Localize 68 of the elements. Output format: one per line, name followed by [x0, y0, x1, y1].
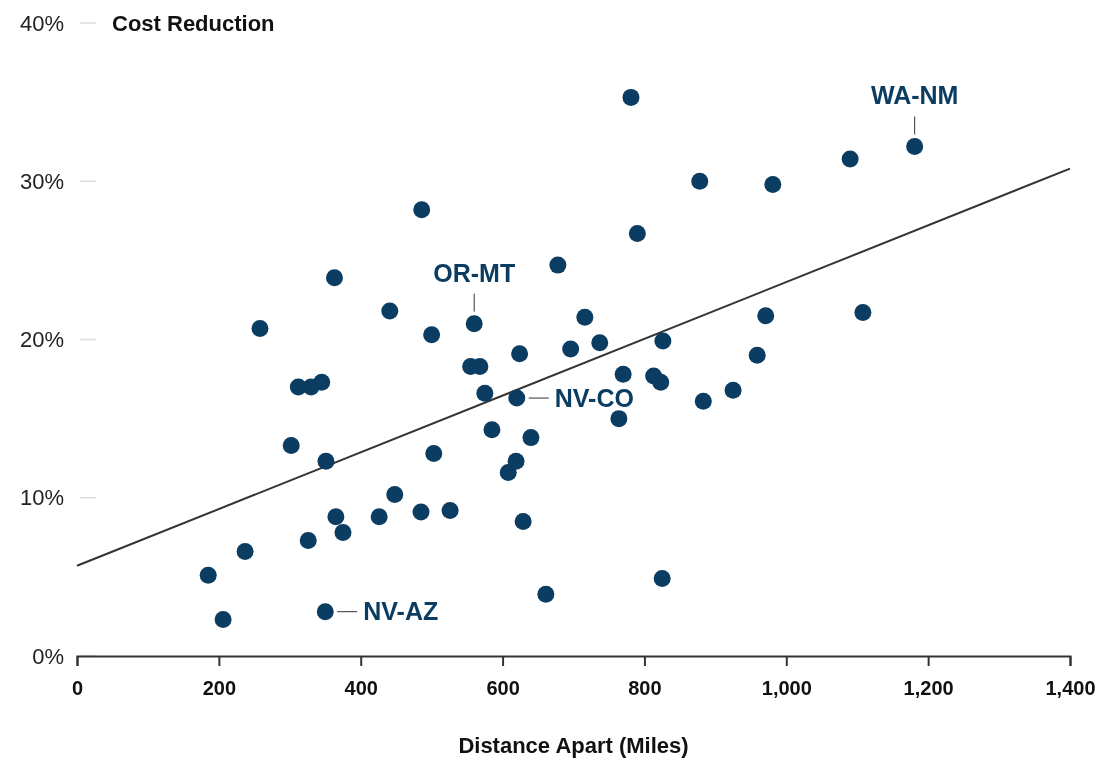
point	[576, 308, 594, 326]
point	[251, 319, 269, 337]
point	[425, 444, 443, 462]
point	[622, 88, 640, 106]
annotation: NV-CO	[554, 383, 634, 412]
point	[483, 421, 501, 439]
x-axis-title: Distance Apart (Miles)	[458, 733, 689, 758]
y-axis-title: Cost Reduction	[112, 10, 275, 36]
point	[413, 201, 431, 219]
point	[854, 304, 872, 322]
point	[757, 307, 775, 325]
y-tick-label: 40%	[19, 10, 64, 36]
point	[549, 256, 567, 274]
point	[441, 501, 459, 519]
point	[654, 332, 672, 350]
point	[386, 486, 404, 504]
point	[465, 315, 483, 333]
point	[511, 345, 529, 363]
y-tick-label: 30%	[19, 168, 64, 194]
point	[591, 334, 609, 352]
point	[412, 503, 430, 521]
point	[653, 569, 671, 587]
point	[299, 531, 317, 549]
point	[652, 373, 670, 391]
point	[423, 326, 441, 344]
point	[748, 346, 766, 364]
point	[906, 137, 924, 155]
point	[522, 429, 540, 447]
point	[508, 389, 526, 407]
point	[325, 269, 343, 287]
point	[214, 611, 232, 629]
x-tick-label: 1,200	[903, 677, 954, 699]
point	[764, 175, 782, 193]
x-tick-label: 200	[202, 677, 237, 699]
point	[537, 585, 555, 603]
y-tick-label: 10%	[19, 485, 64, 511]
x-tick-label: 1,400	[1045, 677, 1096, 699]
point	[628, 224, 646, 242]
point	[614, 365, 632, 383]
point	[694, 392, 712, 410]
point	[370, 508, 388, 526]
x-tick-label: 1,000	[761, 677, 812, 699]
point	[199, 566, 217, 584]
point	[724, 381, 742, 399]
x-tick-label: 600	[486, 677, 520, 699]
point	[317, 452, 335, 470]
point	[841, 150, 859, 168]
point	[691, 172, 709, 190]
point	[562, 340, 580, 358]
point	[507, 452, 525, 470]
point	[610, 410, 628, 428]
annotation: NV-AZ	[363, 597, 439, 626]
point	[316, 603, 334, 621]
annotation: WA-NM	[870, 81, 959, 110]
point	[327, 508, 345, 526]
annotation: OR-MT	[433, 258, 516, 287]
x-tick-label: 400	[344, 677, 378, 699]
x-tick-label: 800	[628, 677, 662, 699]
x-tick-label: 0	[71, 677, 84, 699]
point	[514, 512, 532, 530]
point	[313, 373, 331, 391]
point	[381, 302, 399, 320]
point	[282, 437, 300, 455]
y-tick-label: 20%	[19, 327, 64, 353]
point	[236, 543, 254, 561]
point	[334, 524, 352, 542]
y-tick-label: 0%	[32, 643, 64, 669]
point	[476, 384, 494, 402]
